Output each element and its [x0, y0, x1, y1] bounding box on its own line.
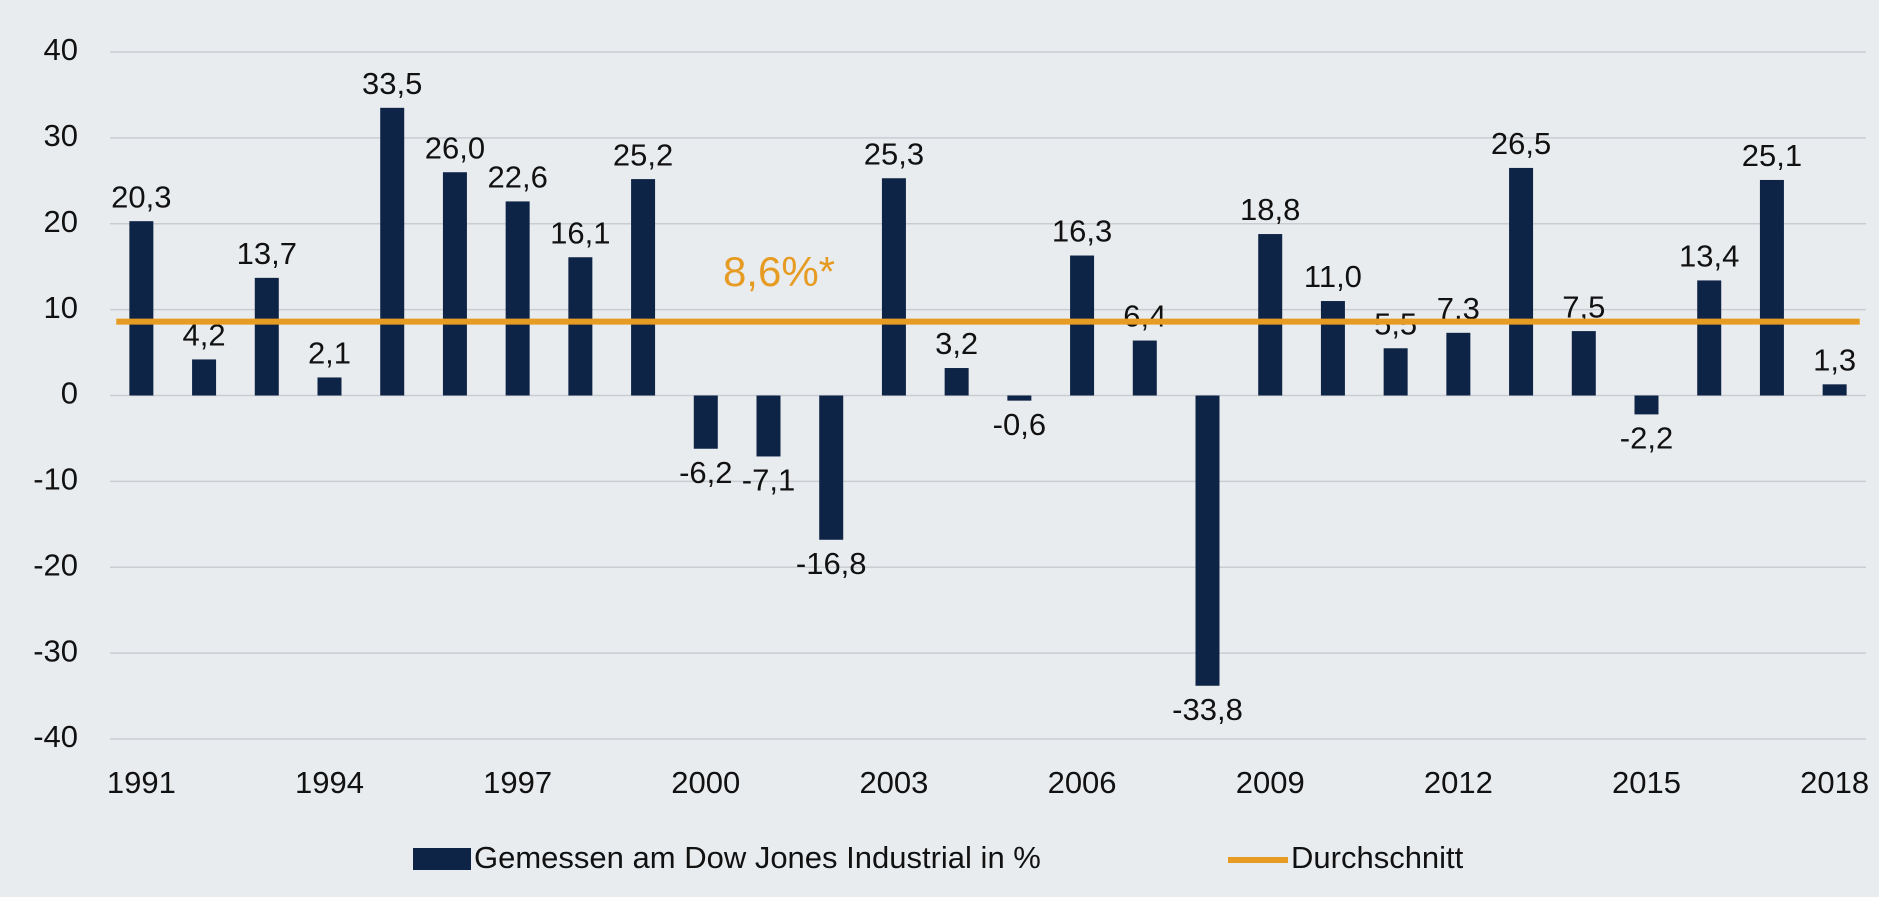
y-tick-label: 30: [44, 118, 78, 153]
x-tick-label: 2012: [1424, 765, 1493, 800]
y-tick-label: -10: [33, 462, 78, 497]
bar: [1383, 348, 1408, 396]
value-label: 26,0: [425, 130, 485, 165]
bar: [819, 395, 844, 540]
x-tick-label: 1991: [107, 765, 176, 800]
bar: [944, 368, 969, 396]
value-label: 6,4: [1123, 299, 1166, 334]
bar: [129, 221, 154, 396]
x-tick-label: 2018: [1800, 765, 1869, 800]
bar: [1132, 340, 1157, 396]
y-tick-label: -20: [33, 547, 78, 582]
bar: [693, 395, 718, 449]
bar: [442, 172, 467, 396]
bar: [881, 178, 906, 396]
bar: [1697, 280, 1722, 396]
bar: [1195, 395, 1220, 686]
bar: [380, 107, 405, 396]
value-label: 18,8: [1240, 192, 1300, 227]
value-label: -0,6: [993, 407, 1046, 442]
bar: [1571, 331, 1596, 396]
y-tick-label: -30: [33, 633, 78, 668]
value-label: -6,2: [679, 455, 732, 490]
bar: [1759, 179, 1784, 396]
y-tick-label: 20: [44, 204, 78, 239]
value-label: 25,2: [613, 137, 673, 172]
value-label: 16,3: [1052, 214, 1112, 249]
x-tick-label: 2000: [671, 765, 740, 800]
bar: [1007, 395, 1032, 401]
value-label: 25,1: [1742, 138, 1802, 173]
bar: [1320, 301, 1345, 396]
value-label: -7,1: [742, 463, 795, 498]
y-tick-label: 10: [44, 290, 78, 325]
bar: [756, 395, 781, 457]
bar: [1634, 395, 1659, 415]
value-label: -33,8: [1172, 692, 1243, 727]
bar: [1509, 167, 1534, 396]
bar: [1258, 234, 1283, 396]
bar: [317, 377, 342, 396]
value-label: 22,6: [487, 160, 547, 195]
value-label: 33,5: [362, 66, 422, 101]
bar: [1446, 332, 1471, 396]
value-label: 20,3: [111, 179, 171, 214]
value-label: 13,7: [237, 236, 297, 271]
x-tick-label: 2015: [1612, 765, 1681, 800]
bar: [631, 179, 656, 396]
bar: [1070, 255, 1095, 396]
x-tick-label: 2003: [859, 765, 928, 800]
average-annotation: 8,6%*: [723, 248, 835, 295]
x-tick-label: 1994: [295, 765, 364, 800]
x-tick-label: 1997: [483, 765, 552, 800]
value-label: 13,4: [1679, 239, 1739, 274]
y-tick-label: 40: [44, 32, 78, 67]
legend-swatch: [413, 848, 471, 870]
value-label: 16,1: [550, 215, 610, 250]
value-label: 1,3: [1813, 343, 1856, 378]
bar: [505, 201, 530, 396]
value-label: 3,2: [935, 326, 978, 361]
y-tick-label: -40: [33, 719, 78, 754]
legend-label: Gemessen am Dow Jones Industrial in %: [474, 840, 1041, 875]
value-label: 26,5: [1491, 126, 1551, 161]
bar: [1822, 384, 1847, 396]
value-label: -2,2: [1620, 421, 1673, 456]
value-label: -16,8: [796, 546, 867, 581]
x-tick-label: 2006: [1048, 765, 1117, 800]
bar: [192, 359, 217, 396]
x-tick-label: 2009: [1236, 765, 1305, 800]
value-label: 7,5: [1562, 289, 1605, 324]
legend-label: Durchschnitt: [1291, 840, 1464, 875]
value-label: 11,0: [1304, 259, 1362, 294]
value-label: 2,1: [308, 336, 351, 371]
bar: [568, 257, 593, 396]
value-label: 25,3: [864, 136, 924, 171]
bar: [254, 277, 279, 396]
y-tick-label: 0: [61, 376, 78, 411]
